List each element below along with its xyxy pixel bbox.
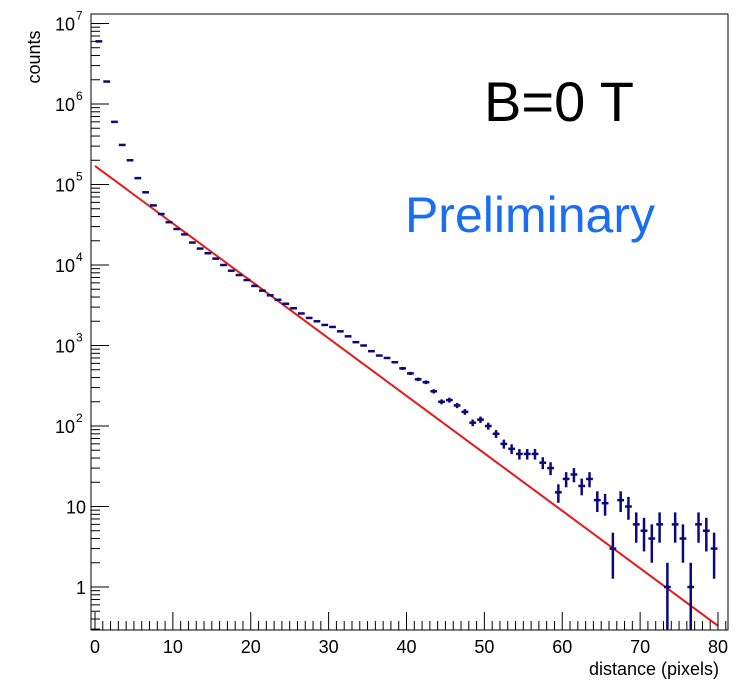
- y-tick-label: 10: [66, 498, 86, 518]
- x-tick-label: 40: [396, 637, 416, 657]
- y-tick-label: 10: [55, 256, 75, 276]
- data-point: [453, 402, 461, 409]
- data-layer: [95, 40, 718, 630]
- data-point: [438, 399, 445, 405]
- data-point: [710, 532, 718, 579]
- data-point: [656, 512, 663, 543]
- data-point: [414, 377, 422, 382]
- y-tick-exponent: 4: [76, 250, 83, 264]
- x-tick-label: 50: [474, 637, 494, 657]
- data-point: [617, 491, 625, 513]
- y-axis-title: counts: [24, 30, 44, 83]
- x-axis: 0 10 20 30 40 50 60 70 80: [90, 612, 728, 657]
- y-tick-label: 10: [55, 176, 75, 196]
- data-point: [477, 416, 484, 423]
- y-tick-exponent: 5: [76, 170, 83, 184]
- x-tick-label: 20: [241, 637, 261, 657]
- y-tick-exponent: 7: [76, 9, 83, 23]
- x-tick-label: 80: [708, 637, 728, 657]
- data-point: [687, 562, 695, 630]
- y-tick-label: 10: [55, 417, 75, 437]
- data-point: [648, 524, 656, 563]
- y-tick-label: 10: [55, 95, 75, 115]
- data-point: [632, 512, 640, 543]
- x-axis-title: distance (pixels): [589, 659, 719, 679]
- data-point: [500, 439, 508, 449]
- data-point: [570, 468, 578, 483]
- data-point: [445, 397, 453, 403]
- data-point: [407, 371, 414, 376]
- y-tick-exponent: 2: [76, 411, 83, 425]
- data-point: [640, 517, 648, 552]
- data-point: [562, 472, 570, 488]
- y-tick-label: 10: [55, 337, 75, 357]
- plot-frame: [90, 13, 729, 631]
- x-tick-label: 70: [630, 637, 650, 657]
- x-tick-label: 0: [90, 637, 100, 657]
- data-point: [508, 444, 516, 455]
- y-tick-exponent: 6: [76, 89, 83, 103]
- data-point: [484, 422, 492, 430]
- data-point: [601, 493, 609, 516]
- data-point: [663, 562, 671, 630]
- x-tick-label: 60: [552, 637, 572, 657]
- data-point: [554, 484, 562, 503]
- data-point: [547, 462, 554, 476]
- data-point: [625, 496, 632, 520]
- y-tick-label: 1: [76, 578, 86, 598]
- x-tick-label: 10: [163, 637, 183, 657]
- data-point: [516, 449, 523, 460]
- data-point: [578, 478, 586, 496]
- data-point: [539, 457, 547, 470]
- data-point: [531, 449, 539, 460]
- data-point: [593, 491, 601, 513]
- y-tick-label: 10: [55, 15, 75, 35]
- data-point: [671, 512, 679, 543]
- data-point: [422, 380, 430, 385]
- preliminary-annotation: Preliminary: [405, 187, 655, 243]
- data-point: [702, 517, 710, 552]
- data-point: [399, 366, 406, 370]
- y-tick-exponent: 3: [76, 331, 83, 345]
- data-point: [492, 430, 500, 438]
- data-point: [695, 512, 702, 543]
- x-tick-label: 30: [319, 637, 339, 657]
- field-annotation: B=0 T: [484, 70, 634, 133]
- data-point: [469, 419, 477, 427]
- data-point: [609, 532, 617, 579]
- data-point: [461, 409, 469, 415]
- data-point: [430, 389, 438, 394]
- data-point: [586, 472, 593, 488]
- data-point: [523, 449, 531, 460]
- data-point: [679, 524, 687, 563]
